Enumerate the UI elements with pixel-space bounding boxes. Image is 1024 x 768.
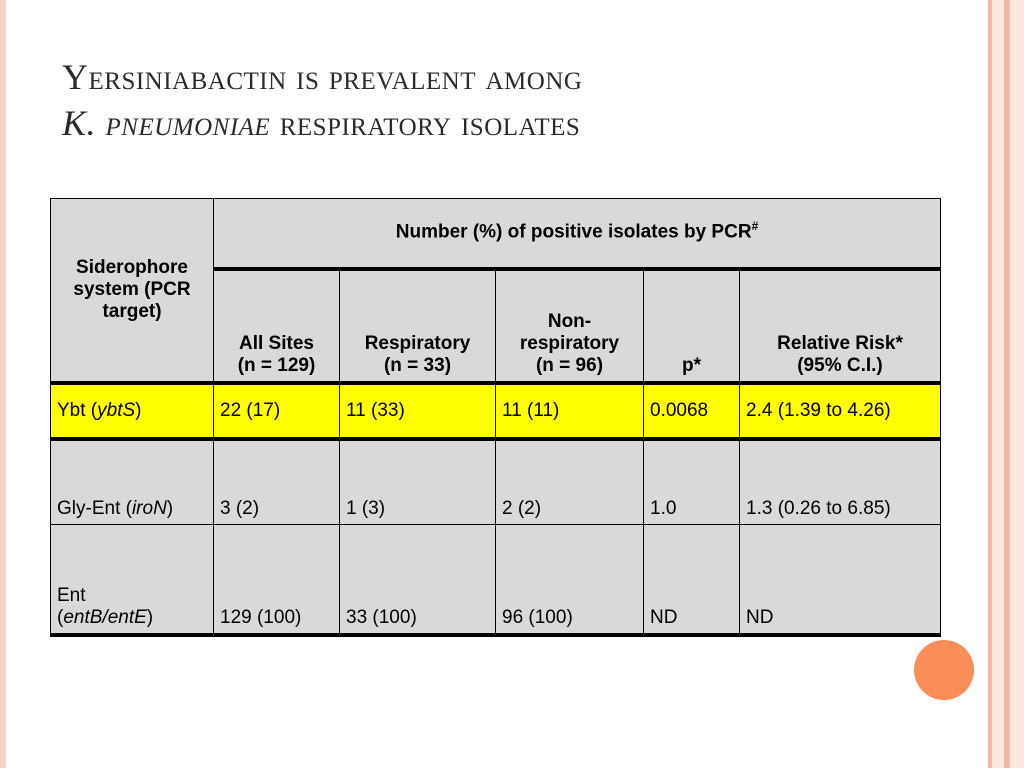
- header-respiratory-n: (n = 33): [383, 354, 452, 376]
- header-relative-risk: Relative Risk* (95% C.I.): [738, 268, 942, 385]
- header-siderophore: Siderophore system (PCR target): [50, 198, 214, 385]
- row-target: entB/entE: [63, 606, 147, 628]
- cell-nonrespiratory: 11 (11): [495, 382, 644, 441]
- header-all-sites: All Sites (n = 129): [213, 268, 340, 385]
- slide-title: Yersiniabactin is prevalent among K. pne…: [62, 54, 942, 146]
- header-rr-ci: (95% C.I.): [797, 354, 883, 376]
- cell-all-sites: 3 (2): [213, 438, 340, 525]
- decorative-stripes: [984, 0, 1024, 768]
- header-nonresp-n: (n = 96): [535, 354, 604, 376]
- cell-respiratory: 11 (33): [339, 382, 496, 441]
- table-row: Ybt (ybtS) 22 (17) 11 (33) 11 (11) 0.006…: [50, 382, 942, 441]
- header-group-footnote: #: [751, 218, 759, 233]
- header-nonresp-line1: Non-: [547, 310, 592, 332]
- slide-border: [0, 0, 6, 768]
- cell-respiratory: 1 (3): [339, 438, 496, 525]
- header-nonresp-line2: respiratory: [519, 332, 620, 354]
- title-species: K. pneumoniae: [62, 103, 271, 143]
- title-line-2-rest: respiratory isolates: [270, 103, 581, 143]
- row-name: Gly-Ent (: [57, 498, 132, 519]
- table-row: Ent (entB/entE) 129 (100) 33 (100) 96 (1…: [50, 524, 942, 637]
- row-target-line: (entB/entE): [57, 607, 207, 629]
- row-target: ybtS: [97, 399, 136, 421]
- cell-nonrespiratory: 96 (100): [495, 524, 644, 637]
- header-nonrespiratory: Non- respiratory (n = 96): [495, 268, 644, 385]
- cell-all-sites: 129 (100): [213, 524, 340, 637]
- row-siderophore: Ent (entB/entE): [50, 524, 214, 637]
- header-row-2: All Sites (n = 129) Respiratory (n = 33)…: [51, 268, 942, 385]
- cell-p-value: ND: [643, 524, 740, 637]
- row-siderophore: Gly-Ent (iroN): [50, 438, 214, 525]
- cell-relative-risk: 1.3 (0.26 to 6.85): [738, 438, 942, 525]
- title-line-1: Yersiniabactin is prevalent among: [62, 57, 583, 97]
- table-row: Gly-Ent (iroN) 3 (2) 1 (3) 2 (2) 1.0 1.3…: [50, 438, 942, 525]
- title-line-2: K. pneumoniae respiratory isolates: [62, 100, 942, 146]
- row-name: Ent: [57, 584, 86, 606]
- row-close: ): [166, 498, 174, 519]
- decorative-circle: [914, 640, 974, 700]
- row-target: iroN: [131, 498, 167, 519]
- cell-p-value: 1.0: [643, 438, 740, 525]
- row-name: Ybt (: [57, 399, 98, 421]
- results-table: Siderophore system (PCR target) Number (…: [50, 198, 942, 637]
- header-all-sites-n: (n = 129): [237, 354, 316, 376]
- header-respiratory: Respiratory (n = 33): [339, 268, 496, 385]
- cell-p-value: 0.0068: [643, 382, 740, 441]
- header-rr-label: Relative Risk*: [777, 332, 903, 354]
- cell-respiratory: 33 (100): [339, 524, 496, 637]
- row-siderophore: Ybt (ybtS): [50, 382, 214, 441]
- cell-relative-risk: ND: [738, 524, 942, 637]
- row-close: ): [135, 399, 142, 421]
- cell-nonrespiratory: 2 (2): [495, 438, 644, 525]
- header-all-sites-label: All Sites: [239, 332, 314, 354]
- cell-all-sites: 22 (17): [213, 382, 340, 441]
- row-close: ): [146, 606, 154, 628]
- row-open: (: [57, 606, 64, 628]
- header-group: Number (%) of positive isolates by PCR#: [212, 198, 942, 271]
- header-row-1: Siderophore system (PCR target) Number (…: [50, 198, 942, 385]
- header-group-label: Number (%) of positive isolates by PCR: [395, 220, 752, 242]
- cell-relative-risk: 2.4 (1.39 to 4.26): [738, 382, 942, 441]
- header-respiratory-label: Respiratory: [364, 332, 471, 354]
- header-p-value: p*: [643, 268, 740, 385]
